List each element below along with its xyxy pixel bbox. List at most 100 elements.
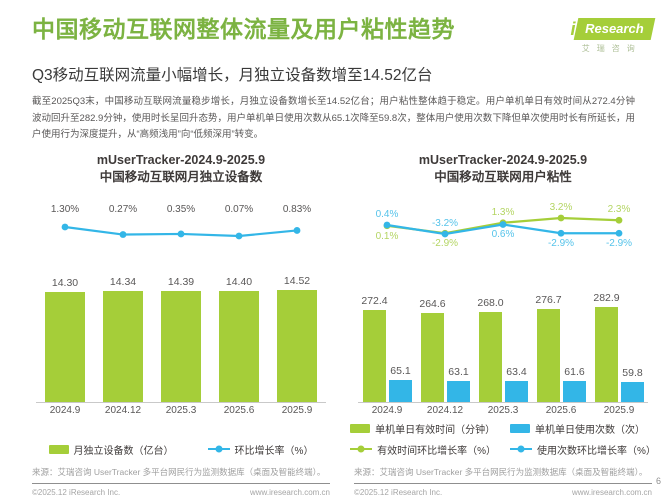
- source-note: 来源：艾瑞咨询 UserTracker 多平台网民行为监测数据库（桌面及智能终端…: [354, 466, 648, 477]
- line-point: [615, 229, 623, 237]
- panel-footer: ©2025.12 iResearch Inc. www.iresearch.co…: [32, 482, 330, 497]
- line-point: [499, 220, 507, 228]
- bar-series-0: [537, 308, 560, 402]
- page-number: 6: [655, 476, 661, 486]
- line-point-label: 3.2%: [549, 201, 573, 213]
- x-axis-tick-label: 2024.9: [49, 404, 81, 416]
- x-axis-tick-label: 2025.6: [223, 404, 255, 416]
- summary-paragraph: 截至2025Q3末，中国移动互联网流量稳步增长，月独立设备数增长至14.52亿台…: [32, 96, 635, 141]
- chart-title-line1: mUserTracker-2024.9-2025.9: [96, 152, 266, 167]
- legend-label: 单机单日有效时间（分钟）: [375, 424, 496, 436]
- bar-value-label: 14.39: [167, 275, 195, 288]
- legend-item: 环比增长率（%）: [207, 442, 314, 457]
- legend-line-dot-icon: [215, 445, 223, 453]
- line-point: [235, 232, 243, 240]
- legend-line-swatch-icon: [350, 445, 373, 453]
- bar-value-label: 14.52: [283, 274, 311, 287]
- legend-label: 环比增长率（%）: [234, 445, 314, 457]
- panel-footer: ©2025.12 iResearch Inc. www.iresearch.co…: [354, 482, 652, 497]
- line-point-label: -2.9%: [547, 238, 575, 250]
- chart-title-line2: 中国移动互联网月独立设备数: [99, 169, 263, 184]
- growth-rate-lines-svg: [383, 214, 623, 238]
- line-point-label: -2.9%: [431, 238, 459, 250]
- iresearch-logo-wordmark: i Research: [570, 18, 656, 40]
- charts-container: mUserTracker-2024.9-2025.9 中国移动互联网月独立设备数…: [32, 152, 656, 497]
- bar-value-label: 14.30: [51, 276, 79, 289]
- line-point: [383, 221, 391, 229]
- bar-series-1: [563, 381, 586, 402]
- bar-series-1: [447, 380, 470, 402]
- line-point-label: 0.83%: [282, 203, 312, 215]
- copyright-text: ©2025.12 iResearch Inc.: [354, 487, 443, 497]
- legend-bar-swatch-icon: [48, 444, 69, 454]
- stickiness-chart-legend: 单机单日有效时间（分钟） 单机单日使用次数（次） 有效时间环比增长率（%） 使用次数环…: [350, 420, 656, 462]
- devices-chart-plot: 1.30% 0.27% 0.35% 0.07% 0.83% 14.30 14.34 14.39…: [36, 190, 326, 403]
- logo-chinese-name: 艾瑞咨询: [581, 44, 642, 53]
- devices-chart-x-axis: 2024.9 2024.12 2025.3 2025.6 2025.9: [36, 405, 326, 420]
- bar-series-0: [421, 313, 444, 402]
- bar-series-0: [219, 290, 259, 402]
- legend-item: 单机单日使用次数（次）: [510, 421, 656, 436]
- stickiness-chart-x-axis: 2024.9 2024.12 2025.3 2025.6 2025.9: [358, 405, 648, 420]
- source-note: 来源：艾瑞咨询 UserTracker 多平台网民行为监测数据库（桌面及智能终端…: [32, 466, 326, 477]
- x-axis-tick-label: 2025.9: [281, 404, 313, 416]
- bar-series-0: [277, 289, 317, 402]
- logo-green-banner: Research: [574, 18, 656, 40]
- line-point-label: -3.2%: [431, 217, 459, 229]
- bar-value-label: 268.0: [477, 296, 504, 309]
- line-point: [293, 226, 301, 234]
- bar-series-0: [479, 311, 502, 402]
- line-point-label: 0.07%: [224, 203, 254, 215]
- chart-title-line2: 中国移动互联网用户粘性: [434, 169, 572, 184]
- bar-series-1: [505, 380, 528, 402]
- legend-line-swatch-icon: [207, 445, 230, 453]
- chart-title: mUserTracker-2024.9-2025.9 中国移动互联网用户粘性: [354, 152, 652, 186]
- bar-value-label: 276.7: [535, 293, 562, 306]
- bar-value-label: 14.34: [109, 276, 137, 289]
- line-point-label: -2.9%: [605, 238, 633, 250]
- bar-series-1: [621, 381, 644, 402]
- legend-line-dot-icon: [357, 445, 365, 453]
- line-point: [557, 229, 565, 237]
- x-axis-tick-label: 2025.6: [545, 404, 577, 416]
- logo-i-letter: i: [570, 18, 576, 39]
- line-point-label: 0.27%: [108, 203, 138, 215]
- page-subtitle: Q3移动互联网流量小幅增长，月独立设备数增至14.52亿台: [32, 67, 433, 84]
- chart-title: mUserTracker-2024.9-2025.9 中国移动互联网月独立设备数: [32, 152, 330, 186]
- legend-bar-swatch-icon: [350, 423, 371, 433]
- legend-label: 单机单日使用次数（次）: [535, 424, 645, 436]
- legend-item: 有效时间环比增长率（%）: [350, 442, 496, 457]
- x-axis-tick-label: 2025.3: [165, 404, 197, 416]
- bar-value-label: 61.6: [564, 366, 585, 379]
- chart-title-line1: mUserTracker-2024.9-2025.9: [418, 152, 588, 167]
- x-axis-tick-label: 2025.3: [487, 404, 519, 416]
- bar-series-0: [45, 291, 85, 402]
- bar-series-0: [363, 310, 386, 402]
- x-axis-tick-label: 2025.9: [603, 404, 635, 416]
- bar-series-0: [161, 290, 201, 402]
- legend-line-swatch-icon: [510, 445, 532, 453]
- line-point: [441, 230, 449, 238]
- bar-series-0: [103, 291, 143, 402]
- legend-item: 月独立设备数（亿台）: [48, 442, 174, 457]
- bar-value-label: 14.40: [225, 275, 253, 288]
- line-point: [557, 214, 565, 222]
- legend-label: 有效时间环比增长率（%）: [377, 445, 496, 457]
- legend-line-dot-icon: [517, 445, 525, 453]
- line-point-label: 0.6%: [491, 229, 515, 241]
- legend-label: 月独立设备数（亿台）: [73, 445, 174, 457]
- bar-value-label: 63.4: [506, 365, 527, 378]
- logo-research-text: Research: [585, 21, 645, 36]
- website-text: www.iresearch.com.cn: [249, 487, 330, 497]
- bar-series-1: [389, 380, 412, 402]
- line-point-label: 1.3%: [491, 206, 515, 218]
- bar-series-0: [595, 306, 618, 402]
- iresearch-logo: i Research 艾瑞咨询: [570, 18, 656, 54]
- x-axis-tick-label: 2024.12: [426, 404, 464, 416]
- growth-rate-lines-svg: [61, 223, 301, 240]
- legend-item: 使用次数环比增长率（%）: [510, 442, 656, 457]
- x-axis-tick-label: 2024.12: [104, 404, 142, 416]
- x-axis-tick-label: 2024.9: [371, 404, 403, 416]
- stickiness-chart-plot: 0.1% -2.9% 1.3% 3.2% 2.3% 0.4% -3.2% 0.6% -2.9% -…: [358, 190, 648, 403]
